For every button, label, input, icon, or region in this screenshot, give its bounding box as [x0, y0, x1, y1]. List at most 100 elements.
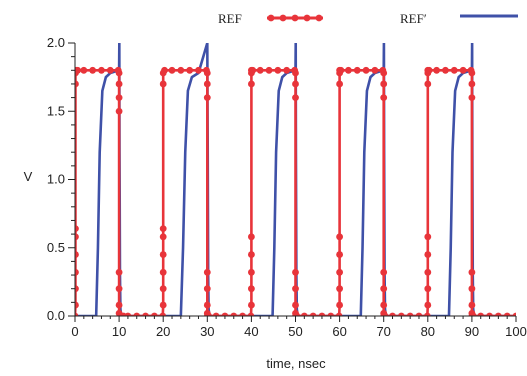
y-tick-label: 1.5: [47, 103, 65, 118]
data-point-ref: [292, 301, 299, 309]
data-point-ref: [406, 312, 414, 316]
data-point-ref: [75, 312, 79, 316]
data-point-ref: [161, 66, 168, 74]
data-point-ref: [309, 312, 317, 316]
legend-marker-ref: [279, 14, 287, 22]
data-point-ref: [249, 66, 257, 74]
data-point-ref: [380, 301, 388, 309]
data-point-ref: [75, 251, 79, 258]
data-point-ref: [336, 301, 343, 309]
data-point-ref: [345, 66, 352, 74]
data-point-ref: [75, 80, 79, 88]
y-tick-label: 0.0: [47, 308, 65, 323]
data-point-ref: [424, 80, 432, 88]
data-point-ref: [292, 80, 299, 88]
x-tick-label: 20: [156, 324, 170, 339]
data-point-ref: [212, 312, 220, 316]
legend-marker-ref: [315, 14, 323, 22]
data-point-ref: [336, 251, 343, 258]
legend-marker-ref: [303, 14, 311, 22]
data-point-ref: [75, 285, 79, 293]
data-point-ref: [292, 268, 299, 276]
x-tick-label: 30: [200, 324, 214, 339]
legend: REF REF′: [218, 11, 518, 26]
data-point-ref: [380, 80, 388, 88]
data-point-ref: [512, 312, 516, 316]
data-point-ref: [336, 268, 343, 276]
y-tick-label: 2.0: [47, 35, 65, 50]
x-tick-label: 80: [421, 324, 435, 339]
data-point-ref: [248, 80, 255, 88]
data-point-ref: [203, 80, 211, 88]
x-tick-label: 70: [376, 324, 390, 339]
data-point-ref: [283, 66, 291, 74]
data-point-ref: [203, 301, 211, 309]
data-point-ref: [389, 312, 396, 316]
data-point-ref: [75, 301, 79, 309]
data-point-ref: [159, 285, 167, 293]
data-point-ref: [424, 301, 432, 309]
data-point-ref: [292, 285, 299, 293]
data-point-ref: [362, 66, 370, 74]
data-point-ref: [89, 66, 97, 74]
data-point-ref: [381, 312, 389, 316]
legend-marker-ref: [267, 14, 275, 22]
data-point-ref: [159, 312, 167, 316]
data-point-ref: [159, 268, 167, 276]
data-point-ref: [424, 285, 432, 293]
data-point-ref: [80, 66, 88, 74]
data-point-ref: [168, 66, 176, 74]
data-point-ref: [150, 312, 158, 316]
data-point-ref: [248, 251, 255, 258]
data-point-ref: [459, 66, 467, 74]
data-point-ref: [248, 285, 255, 293]
data-point-ref: [142, 312, 149, 316]
data-point-ref: [450, 66, 458, 74]
data-point-ref: [195, 66, 202, 74]
data-point-ref: [203, 69, 211, 77]
x-tick-label: 10: [112, 324, 126, 339]
data-point-ref: [494, 312, 502, 316]
data-point-ref: [159, 233, 167, 241]
data-point-ref: [159, 301, 167, 309]
data-point-ref: [337, 66, 345, 74]
data-point-ref: [327, 312, 335, 316]
data-point-ref: [468, 69, 476, 77]
data-point-ref: [115, 94, 123, 101]
data-point-ref: [203, 285, 211, 293]
data-point-ref: [423, 312, 431, 316]
x-tick-label: 50: [288, 324, 302, 339]
data-point-ref: [203, 94, 211, 101]
data-point-ref: [205, 312, 213, 316]
data-point-ref: [274, 66, 282, 74]
data-point-ref: [115, 268, 123, 276]
data-point-ref: [186, 66, 194, 74]
y-tick-labels: 0.0 0.5 1.0 1.5 2.0: [47, 35, 65, 323]
data-point-ref: [248, 301, 255, 309]
data-point-ref: [468, 80, 476, 88]
data-point-ref: [380, 285, 388, 293]
data-point-ref: [424, 233, 432, 241]
data-point-ref: [335, 312, 343, 316]
x-tick-label: 40: [244, 324, 258, 339]
data-point-ref: [203, 268, 211, 276]
data-point-ref: [425, 66, 433, 74]
data-point-ref: [468, 285, 476, 293]
data-point-ref: [159, 225, 167, 233]
data-point-ref: [115, 69, 123, 77]
data-point-ref: [75, 268, 79, 276]
data-point-ref: [293, 312, 301, 316]
data-point-ref: [75, 233, 79, 241]
data-point-ref: [503, 312, 511, 316]
data-point-ref: [397, 312, 405, 316]
data-point-ref: [115, 285, 123, 293]
data-point-ref: [415, 312, 423, 316]
series-layer: [75, 43, 516, 316]
x-tick-labels: 0 10 20 30 40 50 60 70 80 90 100: [71, 324, 526, 339]
data-point-ref: [247, 312, 255, 316]
data-point-ref: [248, 233, 255, 241]
x-tick-label: 100: [505, 324, 527, 339]
data-point-ref: [336, 233, 343, 241]
data-point-ref: [239, 312, 246, 316]
